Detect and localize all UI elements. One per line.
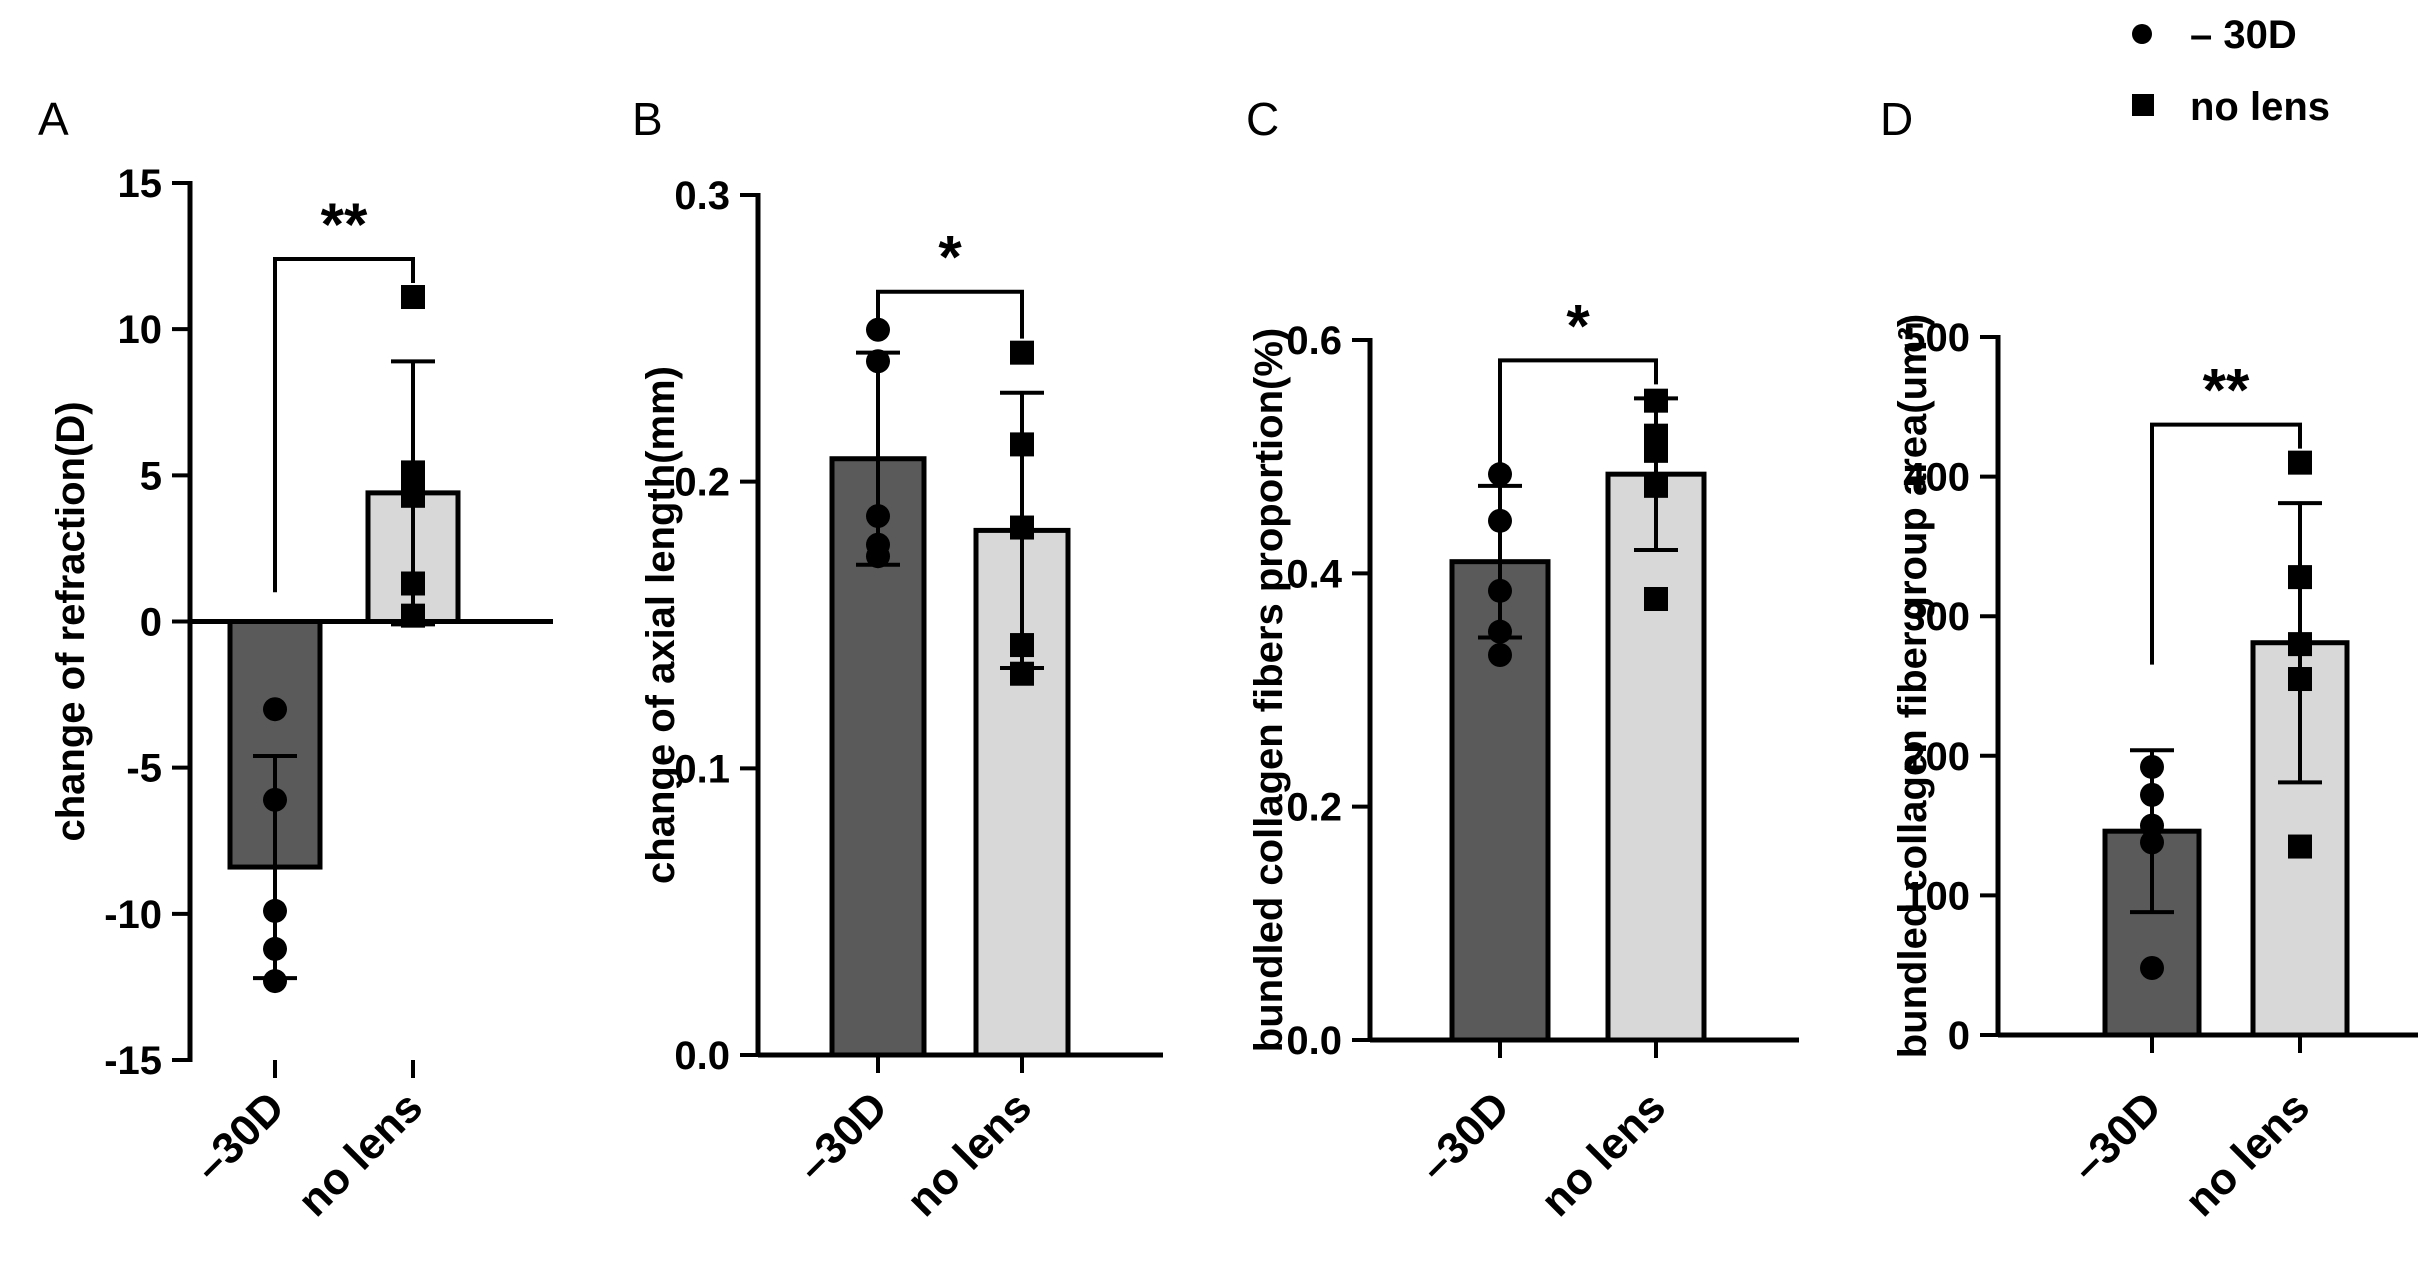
data-point-circle [1488,508,1512,533]
data-point-square [1010,661,1034,686]
data-point-circle [2140,813,2164,838]
y-tick-label: 0.3 [674,174,730,218]
data-point-square [1010,432,1034,457]
data-point-square [1010,515,1034,540]
data-point-square [1644,438,1668,463]
y-tick-label: 500 [1903,316,1970,360]
y-tick-label: 0.2 [674,461,730,505]
data-point-circle [1488,462,1512,487]
data-point-square [401,571,425,596]
legend-item: no lens [2132,85,2330,129]
y-tick-label: 100 [1903,874,1970,918]
category-label: no lens [2176,1082,2320,1226]
y-tick-label: -10 [104,893,162,937]
significance-label: * [1566,292,1590,359]
significance-bracket [2150,422,2302,665]
data-point-circle [263,697,287,722]
data-point-square [401,285,425,310]
data-point-square [1644,473,1668,498]
data-point-circle [866,544,890,569]
data-point-square [2288,834,2312,859]
y-tick-label: 15 [118,162,163,206]
y-tick-label: -5 [126,747,162,791]
data-point-square [1010,340,1034,365]
data-point-circle [263,787,287,812]
chart-panel-b: B0.3 0.2 0.1 0.0 change of axial length(mm) –… [632,93,1163,1226]
y-tick-label: -15 [104,1039,162,1083]
category-label: –30D [2062,1082,2171,1191]
chart-panel-d: D 500 400 300 200 100 0 bundled collagen fiber … [1880,93,2418,1226]
data-point-circle [2140,955,2164,980]
y-tick-label: 0.1 [674,747,730,791]
y-tick-label: 0.4 [1286,552,1342,596]
data-point-circle [1488,619,1512,644]
data-point-circle [866,349,890,374]
category-label: no lens [898,1082,1042,1226]
y-tick-label: 0 [1948,1014,1970,1058]
significance-label: ** [2203,357,2250,424]
data-point-square [401,603,425,628]
data-point-square [2288,632,2312,657]
panel-letter: D [1880,93,1913,145]
significance-bracket [273,257,415,593]
data-point-square [1644,587,1668,611]
data-point-square [401,460,425,485]
data-point-circle [1488,643,1512,667]
y-tick-label: 5 [140,454,162,498]
category-label: –30D [185,1082,294,1191]
legend-item: – 30D [2132,13,2297,57]
data-point-circle [866,504,890,529]
y-tick-label: 0.2 [1286,786,1342,830]
legend-label: – 30D [2190,13,2297,57]
y-axis-label: bundled collagen fiber group area(um²) [1891,314,1935,1059]
data-point-square [2288,450,2312,475]
data-point-circle [263,898,287,923]
data-point-circle [866,317,890,342]
significance-label: ** [321,191,368,258]
panel-letter: B [632,93,663,145]
category-label: –30D [788,1082,897,1191]
category-label: no lens [1532,1082,1676,1226]
significance-bracket [1498,358,1658,465]
data-point-circle [263,969,287,994]
chart-panel-a: A 15 10 5 0 -5 -10 -15 change of refraction(D) –3… [38,93,553,1226]
data-point-circle [2140,754,2164,779]
data-point-square [1010,633,1034,658]
y-tick-label: 0.0 [674,1034,730,1078]
data-point-circle [263,936,287,961]
data-point-circle [2140,782,2164,807]
y-tick-label: 0.0 [1286,1019,1342,1063]
bar-no-lens [1605,471,1707,1043]
significance-bracket [876,289,1024,339]
legend-marker-square [2132,94,2154,116]
data-point-circle [1488,578,1512,603]
data-point-square [1644,388,1668,413]
panel-letter: C [1246,93,1279,145]
y-axis-label: bundled collagen fibers proportion(%) [1247,328,1291,1052]
y-tick-label: 200 [1903,735,1970,779]
category-label: –30D [1410,1082,1519,1191]
data-point-square [2288,565,2312,590]
data-point-circle [2140,830,2164,855]
y-axis-label: change of refraction(D) [49,401,93,841]
panel-letter: A [38,93,69,145]
significance-label: * [938,224,962,291]
data-point-square [401,483,425,508]
y-axis-label: change of axial length(mm) [639,366,683,884]
y-tick-label: 400 [1903,456,1970,500]
legend-label: no lens [2190,85,2330,129]
y-tick-label: 0.6 [1286,319,1342,363]
legend: – 30D no lens [2132,13,2330,129]
y-tick-label: 10 [118,308,163,352]
category-label: no lens [289,1082,433,1226]
y-tick-label: 0 [140,601,162,645]
y-tick-label: 300 [1903,595,1970,639]
legend-marker-circle [2132,24,2152,44]
data-point-square [2288,667,2312,692]
